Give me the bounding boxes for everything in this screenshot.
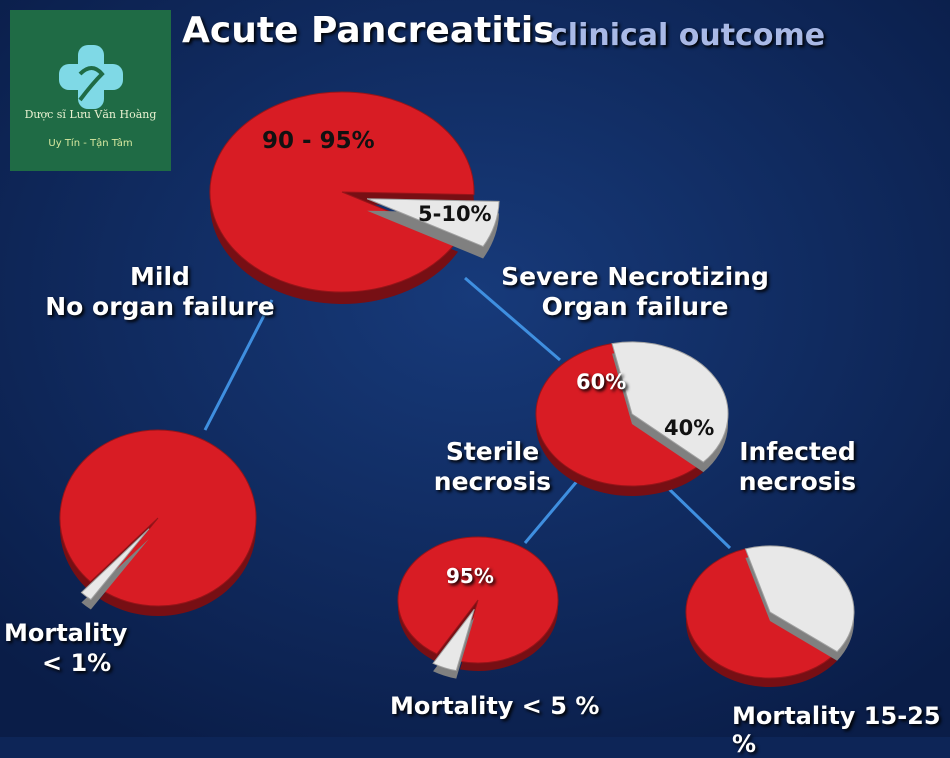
logo-tagline: Uy Tín - Tận Tâm [48,138,133,149]
label-infected: Infected necrosis [720,437,875,497]
pie-slice-severe-split-1 [611,341,729,463]
diagram-canvas [0,0,950,737]
pie-severe-split [535,341,729,496]
connector-top-severe [464,276,561,362]
logo-name: Dược sĩ Lưu Văn Hoàng [24,108,157,121]
label-sterile-line1: Sterile [445,437,540,466]
label-top-white: 5-10% [418,202,492,226]
label-severe: Severe Necrotizing Organ failure [490,262,780,322]
label-sterile-line2: necrosis [433,467,552,496]
page-subtitle: clinical outcome [550,18,826,53]
logo-badge: Dược sĩ Lưu Văn Hoàng Uy Tín - Tận Tâm [10,10,171,171]
pie-sterile-outcome [397,536,559,679]
pie-top [209,91,500,304]
label-infected-line1: Infected [739,437,856,466]
pie-slice-infected-outcome-1 [744,545,855,653]
label-mild-line1: Mild [130,262,190,291]
page-title: Acute Pancreatitis [182,10,555,51]
pie-slice-mild-outcome-0 [59,429,257,607]
pie-slice-top-1 [366,198,500,248]
label-sterile-red: 95% [446,564,494,588]
label-mild-line2: No organ failure [45,292,275,321]
label-mortality-infected: Mortality 15-25 % [732,702,941,758]
connector-top-mild [203,299,274,431]
label-mortality-mild: Mortality < 1% [4,618,144,678]
connector-severe-infected [666,486,732,550]
pie-slice-severe-split-0 [535,343,705,487]
label-mortality-mild-line2: < 1% [42,649,112,677]
label-top-red: 90 - 95% [262,128,375,154]
label-sterile: Sterile necrosis [420,437,565,497]
pie-charts [59,91,855,687]
pie-infected-outcome [685,545,855,687]
label-severe-line2: Organ failure [541,292,729,321]
pie-slice-infected-outcome-0 [685,548,838,679]
connector-severe-sterile [523,479,580,544]
pie-mild-outcome [59,429,257,616]
label-mild: Mild No organ failure [30,262,290,322]
pie-slice-sterile-outcome-0 [397,536,559,664]
pie-slice-mild-outcome-1-depth [81,538,150,610]
pie-slice-sterile-outcome-1 [432,608,475,672]
label-severe-white: 40% [664,416,715,440]
label-mortality-sterile: Mortality < 5 % [390,692,600,720]
connector-lines [203,276,732,550]
cross-pill-icon [59,45,123,109]
label-infected-line2: necrosis [738,467,857,496]
label-mortality-mild-line1: Mortality [4,619,128,647]
label-severe-line1: Severe Necrotizing [501,262,769,291]
label-severe-red: 60% [576,370,627,394]
pie-slice-mild-outcome-1 [80,528,150,601]
pie-slice-top-0 [209,91,475,293]
